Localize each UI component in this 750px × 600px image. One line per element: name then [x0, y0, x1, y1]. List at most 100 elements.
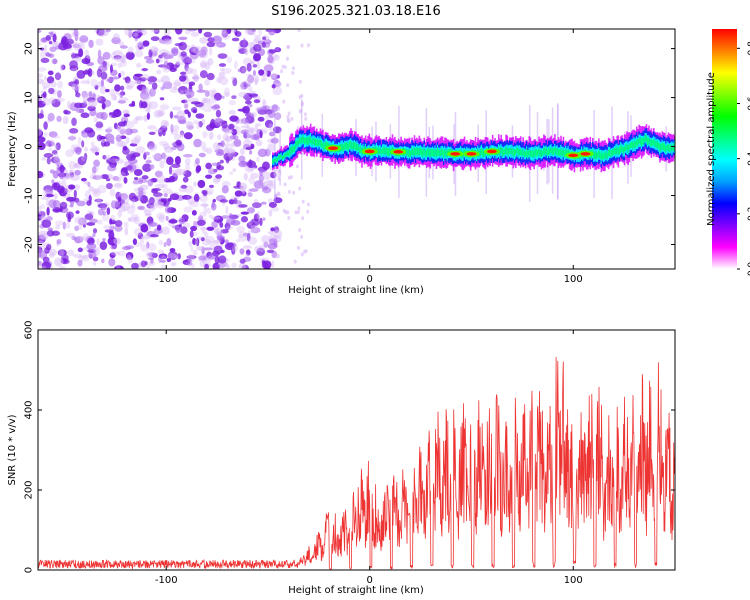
- spectrogram-noise-cell: [287, 189, 291, 194]
- spectrogram-noise-cell: [267, 143, 275, 153]
- spectrogram-noise-cell: [95, 247, 101, 256]
- spectrogram-noise-cell: [253, 43, 262, 52]
- spectrogram-band-cell: [436, 147, 439, 156]
- spectrogram-noise-cell: [48, 248, 57, 256]
- spectrogram-noise-cell: [149, 88, 156, 97]
- spectrogram-noise-cell: [114, 182, 122, 188]
- spectrogram-noise-cell: [215, 227, 224, 237]
- spectrogram-noise-cell: [229, 143, 233, 151]
- spectrogram-noise-cell: [38, 41, 42, 47]
- spectrogram-noise-cell: [193, 181, 197, 187]
- spectrogram-band-cell: [543, 147, 545, 155]
- spectrogram-noise-cell: [134, 115, 145, 121]
- spectrogram-noise-cell: [51, 81, 57, 88]
- spectrogram-noise-cell: [55, 158, 61, 167]
- spectrogram-frame: [37, 28, 676, 270]
- spectrogram-noise-cell: [173, 134, 182, 141]
- spectrogram-noise-cell: [38, 210, 47, 216]
- colorbar-gradient: [712, 29, 737, 269]
- spectrogram-noise-cell: [196, 246, 206, 252]
- spectrogram-noise-cell: [175, 168, 182, 176]
- colorbar-label: Normalized spectral amplitude: [706, 72, 717, 226]
- spectrogram-noise-cell: [238, 263, 247, 269]
- spectrogram-band-cell: [659, 143, 661, 152]
- spectrogram-noise-cell: [74, 216, 83, 224]
- spectrogram-noise-cell: [155, 183, 166, 189]
- spectrogram-noise-cell: [261, 187, 272, 194]
- spectrogram-noise-cell: [55, 142, 61, 151]
- spectrogram-noise-cell: [226, 56, 233, 64]
- spectrogram-noise-cell: [214, 240, 220, 246]
- spectrogram-noise-cell: [256, 107, 264, 113]
- spectrogram-noise-cell: [134, 73, 143, 77]
- spectrogram-noise-cell: [72, 253, 83, 258]
- spectrogram-noise-cell: [205, 236, 215, 244]
- spectrogram-noise-cell: [141, 74, 150, 81]
- spectrogram-noise-cell: [231, 37, 240, 42]
- spectrogram-band-cell: [289, 148, 291, 156]
- spectrogram-noise-cell: [183, 101, 189, 110]
- spectrogram-noise-cell: [284, 210, 288, 215]
- spectrogram-noise-cell: [172, 124, 180, 132]
- snr-x-tick-label: 0: [367, 575, 373, 586]
- spectrogram-noise-cell: [54, 72, 62, 81]
- spectrogram-band-cell: [554, 146, 556, 154]
- spectrogram-band-cell: [648, 137, 650, 144]
- spectrogram-noise-cell: [146, 112, 151, 120]
- spectrogram-noise-cell: [232, 135, 239, 140]
- spectrogram-noise-cell: [51, 179, 55, 184]
- spectrogram-band-cell: [513, 148, 516, 157]
- spectrogram-noise-cell: [131, 196, 139, 203]
- spectrogram-band-cell: [434, 149, 437, 156]
- spectrogram-noise-cell: [211, 220, 218, 228]
- spectrogram-noise-cell: [105, 128, 113, 133]
- spectrogram-noise-cell: [82, 70, 92, 75]
- spectrogram-noise-cell: [169, 86, 179, 94]
- snr-x-ticks: -100 0 100: [155, 330, 583, 586]
- spectrogram-noise-cell: [145, 212, 152, 217]
- spectrogram-noise-cell: [206, 191, 213, 195]
- spectrogram-noise-cell: [190, 107, 198, 113]
- spectrogram-noise-cell: [190, 31, 200, 37]
- spectrogram-noise-cell: [185, 124, 193, 131]
- spectrogram-band-cell: [633, 140, 636, 148]
- spectrogram-noise-cell: [88, 39, 94, 49]
- spectrogram-noise-cell: [262, 105, 268, 114]
- spectrogram-noise-cell: [232, 168, 237, 173]
- spectrogram-noise-cell: [144, 108, 151, 113]
- spectrogram-noise-cell: [262, 260, 272, 269]
- spectrogram-noise-cell: [93, 116, 99, 123]
- spectrogram-band-cell: [643, 137, 645, 145]
- spectrogram-noise-cell: [263, 241, 269, 248]
- spectrogram-hotspot-core: [393, 150, 404, 154]
- spectrogram-noise-cell: [122, 246, 132, 251]
- spectrogram-noise-cell: [253, 213, 260, 222]
- spectrogram-noise-cell: [249, 127, 256, 135]
- spectrogram-noise-cell: [287, 175, 291, 180]
- spectrogram-noise-cell: [86, 243, 97, 250]
- spectrogram-noise-cell: [79, 35, 89, 43]
- spectrogram-band-cell: [296, 140, 299, 147]
- spectrogram-noise-cell: [48, 131, 58, 138]
- spectrogram-noise-cell: [72, 43, 81, 49]
- spectrogram-noise-cell: [216, 165, 225, 171]
- spectrogram-band-cell: [561, 150, 564, 157]
- spectrogram-band-cell: [285, 152, 288, 157]
- spectrogram-noise-cell: [263, 180, 273, 187]
- spectrogram-band-cell: [441, 148, 444, 156]
- spectrogram-noise-cell: [165, 215, 169, 221]
- spectrogram-noise-cell: [44, 75, 48, 81]
- spectrogram-noise-cell: [216, 42, 226, 48]
- spectrogram-band-cell: [377, 148, 379, 155]
- spectrogram-noise-cell: [274, 235, 282, 243]
- spectrogram-noise-cell: [268, 29, 276, 36]
- spectrogram-noise-cell: [248, 236, 258, 245]
- spectrogram-noise-cell: [193, 193, 200, 203]
- spectrogram-noise-cell: [222, 133, 229, 141]
- spectrogram-noise-cell: [180, 226, 188, 234]
- spectrogram-noise-cell: [188, 81, 196, 86]
- spectrogram-noise-cell: [99, 85, 107, 95]
- spectrogram-noise-cell: [164, 54, 174, 60]
- spectrogram-noise-cell: [109, 188, 116, 197]
- snr-y-ticks: 0 200 400 600: [24, 320, 675, 573]
